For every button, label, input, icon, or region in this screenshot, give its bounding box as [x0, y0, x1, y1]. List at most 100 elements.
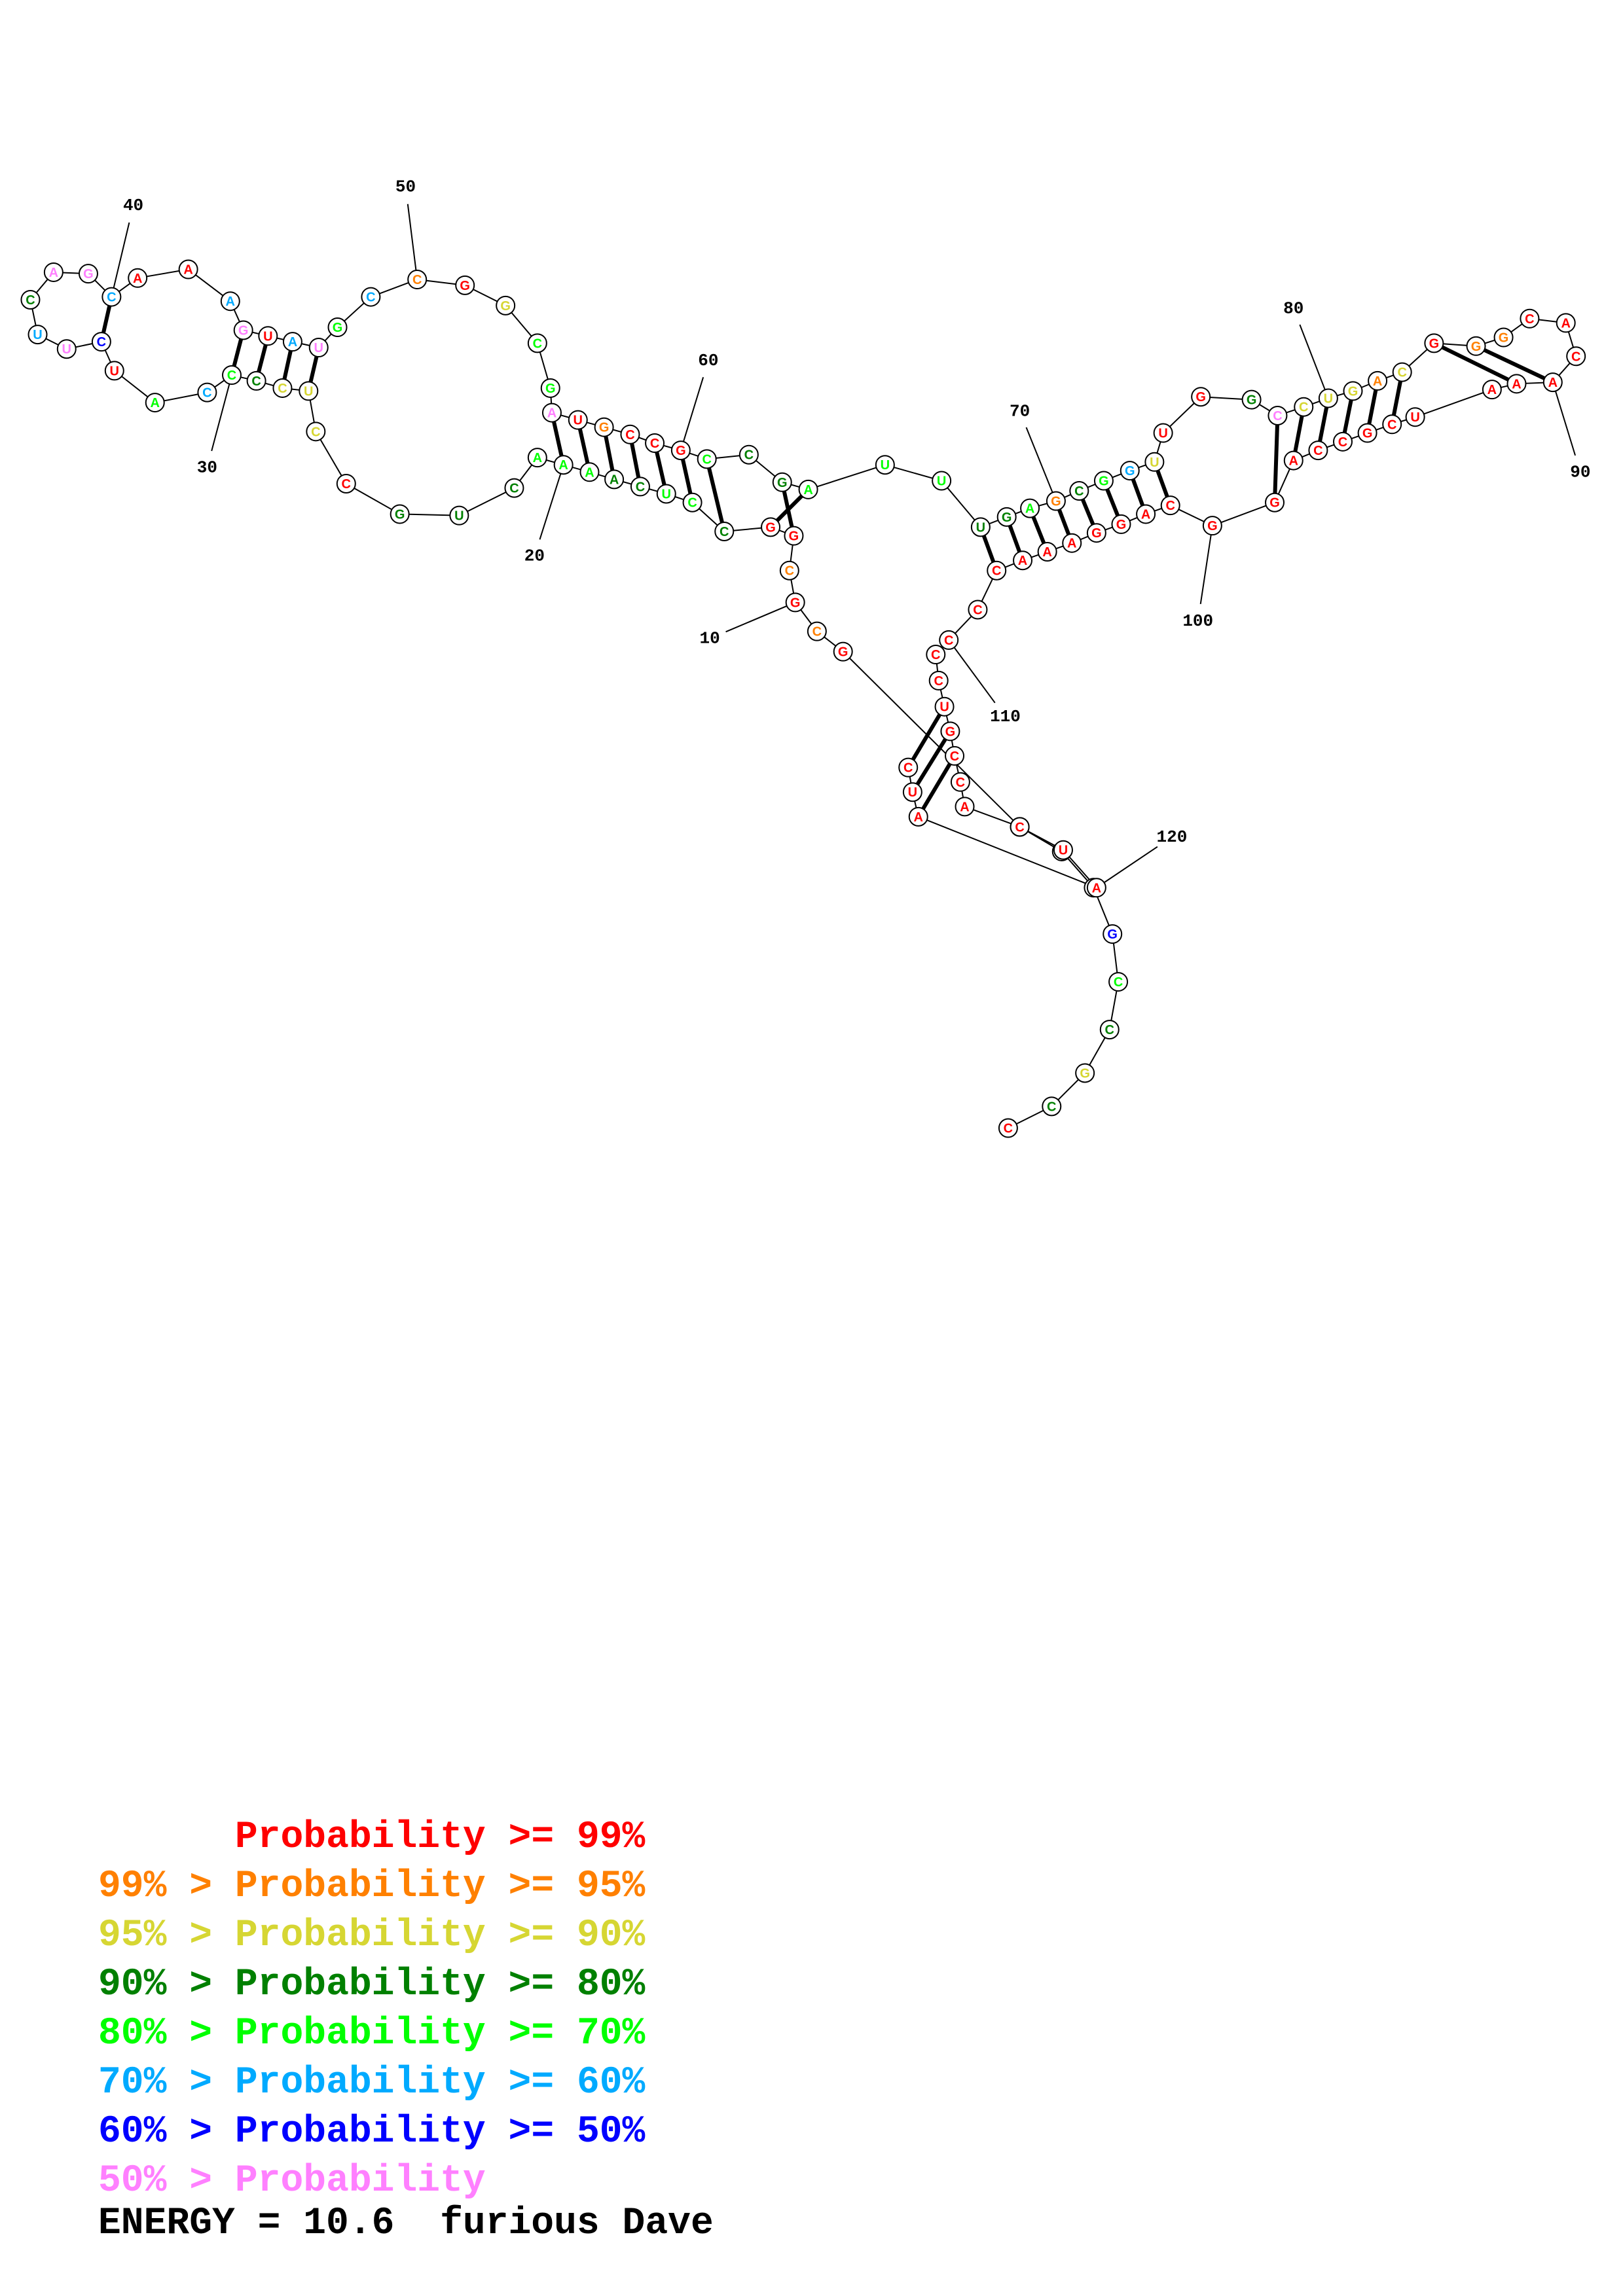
nucleotide-letter: U — [314, 341, 323, 355]
nucleotide-letter: C — [342, 477, 351, 492]
nucleotide-circle — [940, 721, 960, 742]
nucleotide-circle — [739, 444, 759, 465]
nucleotide-letter: A — [1018, 554, 1027, 568]
index-tick-line — [1552, 382, 1577, 456]
nucleotide-letter: G — [676, 444, 686, 458]
nucleotide-letter: G — [1429, 336, 1440, 351]
nucleotide-letter: A — [913, 810, 922, 825]
nucleotide-letter: A — [1561, 316, 1570, 331]
nucleotide: A — [1013, 550, 1033, 571]
nucleotide: C — [987, 560, 1007, 581]
nucleotide-circle — [939, 630, 959, 650]
nucleotide-letter: A — [533, 451, 542, 465]
nucleotide-letter: G — [1247, 393, 1257, 408]
nucleotide-letter: C — [812, 625, 822, 639]
nucleotide-circle — [282, 332, 302, 352]
nucleotide: G — [1424, 333, 1444, 353]
nucleotide-letter: C — [1525, 312, 1534, 327]
nucleotide-letter: U — [1150, 456, 1159, 470]
nucleotide-letter: C — [251, 374, 261, 389]
nucleotide: C — [697, 449, 717, 469]
nucleotide-circle — [934, 696, 955, 717]
nucleotide: A — [955, 797, 975, 817]
nucleotide-letter: C — [412, 273, 422, 287]
nucleotide: C — [1108, 972, 1129, 992]
nucleotide-letter: C — [931, 648, 940, 662]
nucleotide-letter: A — [1548, 376, 1558, 390]
nucleotide: U — [970, 517, 991, 537]
backbone-segment — [918, 816, 1097, 889]
nucleotide-circle — [20, 289, 41, 310]
index-label-110: 110 — [990, 707, 1021, 726]
nucleotide-letter: C — [650, 437, 659, 451]
nucleotide: A — [1482, 380, 1502, 400]
nucleotide: C — [20, 289, 41, 310]
nucleotide-circle — [714, 521, 735, 541]
nucleotide-circle — [246, 370, 266, 391]
index-tick-line — [1299, 324, 1329, 399]
nucleotide-circle — [1191, 387, 1211, 407]
nucleotide-circle — [1392, 362, 1412, 382]
nucleotide: C — [336, 473, 356, 493]
index-ticks: 10 20 30 40 50 60 70 80 90 100 110 120 — [111, 177, 1590, 889]
nucleotide-letter: G — [765, 520, 776, 535]
nucleotide-circle — [1160, 495, 1180, 516]
nucleotide-circle — [568, 410, 588, 430]
legend-suffix: >= 95% — [485, 1865, 646, 1908]
nucleotide-circle — [527, 333, 547, 353]
legend-prefix: 95% > — [98, 1914, 235, 1957]
nucleotide: U — [1318, 388, 1338, 408]
nucleotide-circle — [1343, 381, 1363, 401]
nucleotide: G — [455, 275, 475, 295]
backbone-segment — [1212, 501, 1275, 527]
nucleotide: C — [527, 333, 547, 353]
nucleotide: G — [1466, 336, 1486, 356]
nucleotide-circle — [299, 381, 319, 401]
nucleotide: G — [1343, 381, 1363, 401]
index-label-40: 40 — [123, 196, 143, 215]
nucleotide: A — [178, 259, 198, 279]
nucleotide-letter: C — [636, 480, 645, 494]
nucleotide: U — [568, 410, 588, 430]
nucleotide-circle — [1086, 523, 1106, 543]
nucleotide-letter: A — [1067, 537, 1076, 551]
nucleotide: A — [1368, 370, 1388, 391]
nucleotide: C — [504, 478, 524, 498]
nucleotide: C — [272, 378, 293, 398]
legend-suffix: >= 80% — [485, 1964, 646, 2006]
nucleotide-letter: C — [1105, 1023, 1114, 1037]
nucleotide-circle — [579, 462, 600, 482]
nucleotide-letter: G — [599, 421, 610, 435]
nucleotide-letter: A — [1092, 881, 1101, 895]
nucleotide-circle — [955, 797, 975, 817]
nucleotide-letter: C — [1114, 975, 1123, 990]
nucleotide: U — [656, 484, 676, 504]
nucleotide-circle — [1153, 423, 1173, 443]
nucleotide: G — [540, 378, 560, 398]
nucleotide-letter: G — [1499, 331, 1509, 346]
nucleotide-letter: U — [110, 364, 119, 378]
base-pair-line — [911, 730, 952, 793]
nucleotide: U — [902, 782, 922, 802]
nucleotide-letter: C — [744, 448, 754, 463]
nucleotide-letter: G — [1002, 511, 1012, 525]
nucleotide: G — [785, 592, 805, 613]
nucleotide-letter: C — [1338, 435, 1347, 450]
nucleotide-letter: G — [1051, 495, 1061, 509]
nucleotide-circle — [1120, 461, 1140, 481]
nucleotide-letter: G — [1099, 475, 1109, 489]
nucleotide: C — [1042, 1096, 1062, 1117]
nucleotide-letter: C — [97, 335, 106, 350]
nucleotide: C — [1392, 362, 1412, 382]
nucleotide-letter: U — [304, 384, 313, 399]
legend-line-6: 70% > Probability >= 60% — [98, 2058, 645, 2108]
nucleotide: G — [1265, 492, 1285, 512]
legend-line-7: 60% > Probability >= 50% — [98, 2108, 645, 2157]
index-label-50: 50 — [395, 177, 416, 196]
nucleotide: A — [798, 479, 818, 499]
nucleotide-circle — [407, 270, 428, 290]
nucleotide: C — [779, 560, 799, 581]
nucleotide-circle — [1482, 380, 1502, 400]
nucleotide: C — [1566, 346, 1586, 367]
nucleotide-letter: G — [1471, 340, 1482, 354]
